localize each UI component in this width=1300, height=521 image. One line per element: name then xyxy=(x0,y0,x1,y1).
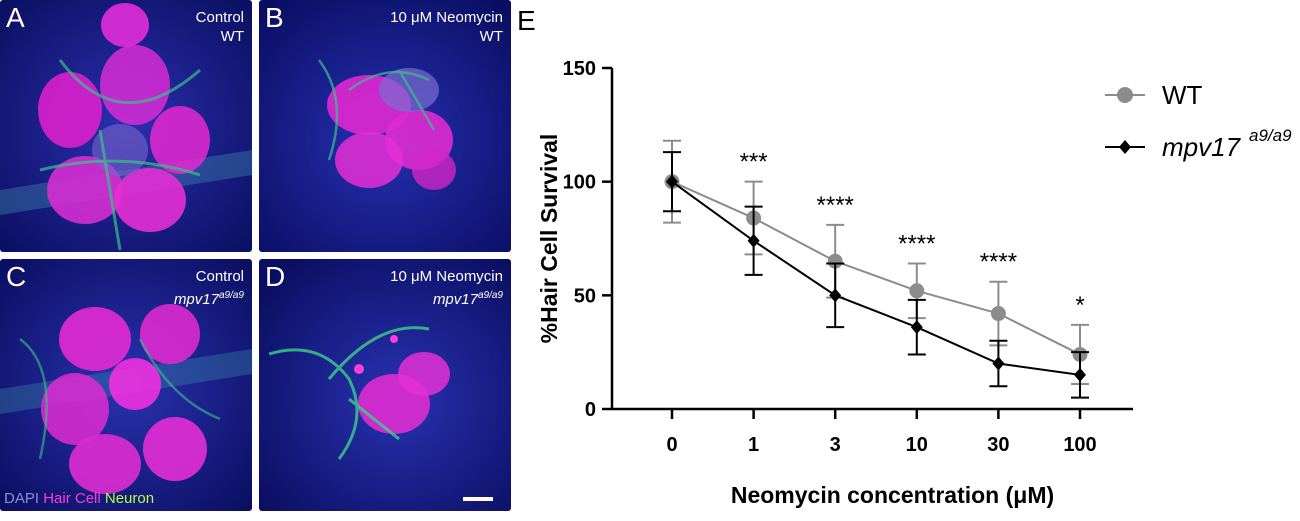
data-point-wt xyxy=(909,283,925,299)
scale-bar xyxy=(463,497,493,501)
x-tick-label: 30 xyxy=(987,434,1009,456)
micrograph-image-d xyxy=(259,259,511,511)
chart-panel-e: E 0 50 100 150 0 1 3 10 30 100 Neomycin concentrati… xyxy=(515,0,1300,516)
x-tick-label: 10 xyxy=(906,434,928,456)
panel-caption-d-line2-wrap: mpv17a9/a9 xyxy=(390,286,503,309)
panel-caption-a-line1: Control xyxy=(195,9,244,26)
panel-caption-d-line1: 10 μM Neomycin xyxy=(390,268,503,285)
panel-letter-a: A xyxy=(6,2,25,33)
panel-caption-c-line1: Control xyxy=(195,268,244,285)
panel-caption-b: 10 μM Neomycin WT xyxy=(390,8,503,46)
panel-caption-b-line2: WT xyxy=(479,28,503,45)
y-tick-label: 0 xyxy=(585,399,596,421)
data-point-wt xyxy=(990,306,1006,322)
significance-marker: **** xyxy=(817,192,854,219)
x-tick-label: 0 xyxy=(666,434,677,456)
data-point-mpv17 xyxy=(910,320,923,335)
legend-label-mpv17-sup: a9/a9 xyxy=(1249,126,1292,145)
panel-letter-d: D xyxy=(265,261,286,292)
y-axis-label: %Hair Cell Survival xyxy=(536,134,562,344)
micrograph-panel-c: C Control mpv17a9/a9 DAPI Hair Cell Neur… xyxy=(0,259,252,511)
panel-caption-c-sup: a9/a9 xyxy=(218,290,244,301)
panel-caption-b-line1: 10 μM Neomycin xyxy=(390,9,503,26)
panel-letter-b: B xyxy=(265,2,284,33)
significance-marker: * xyxy=(1075,292,1084,319)
legend-marker-mpv17 xyxy=(1119,140,1131,154)
significance-marker: **** xyxy=(898,231,935,258)
micrograph-panel-a: A Control WT xyxy=(0,0,252,252)
panel-caption-d-sup: a9/a9 xyxy=(477,290,503,301)
panel-caption-c: Control mpv17a9/a9 xyxy=(174,267,244,309)
legend-label-mpv17: mpv17 xyxy=(1162,132,1242,162)
x-tick-label: 3 xyxy=(830,434,841,456)
micrograph-panel-b: B 10 μM Neomycin WT xyxy=(259,0,511,252)
x-tick-label: 1 xyxy=(748,434,759,456)
y-tick-label: 100 xyxy=(563,172,596,194)
data-point-wt xyxy=(827,253,843,269)
micrograph-image-c xyxy=(0,259,252,511)
significance-marker: **** xyxy=(980,249,1017,276)
series-line-mpv17 xyxy=(671,180,1081,376)
y-tick-label: 50 xyxy=(574,285,596,307)
legend-label-wt: WT xyxy=(1162,80,1203,110)
panel-letter-e: E xyxy=(517,5,536,36)
stain-legend-neuron: Neuron xyxy=(104,490,155,507)
x-axis-label: Neomycin concentration (μM) xyxy=(731,482,1054,508)
panel-caption-c-line2: mpv17 xyxy=(173,291,219,308)
panel-letter-c: C xyxy=(6,261,27,292)
y-tick-label: 150 xyxy=(563,58,596,80)
panel-caption-c-line2-wrap: mpv17a9/a9 xyxy=(174,286,244,309)
micrograph-image-b xyxy=(259,0,511,252)
panel-caption-a: Control WT xyxy=(196,8,244,46)
panel-caption-d-line2: mpv17 xyxy=(432,291,478,308)
stain-legend: DAPI Hair Cell Neuron xyxy=(4,490,154,507)
data-point-mpv17 xyxy=(1074,367,1086,382)
survival-chart: E 0 50 100 150 0 1 3 10 30 100 Neomycin concentrati… xyxy=(517,5,1292,508)
data-point-mpv17 xyxy=(747,233,760,248)
series-line-wt xyxy=(671,180,1081,356)
micrograph-panel-d: D 10 μM Neomycin mpv17a9/a9 xyxy=(259,259,511,511)
data-point-mpv17 xyxy=(829,288,842,303)
x-tick-label: 100 xyxy=(1063,434,1096,456)
micrograph-image-a xyxy=(0,0,252,252)
legend-marker-wt xyxy=(1117,87,1133,103)
data-point-mpv17 xyxy=(666,174,678,189)
significance-marker: *** xyxy=(740,149,768,176)
stain-legend-dapi: DAPI xyxy=(4,490,40,507)
panel-caption-d: 10 μM Neomycin mpv17a9/a9 xyxy=(390,267,503,309)
panel-caption-a-line2: WT xyxy=(220,28,244,45)
stain-legend-hair-cell: Hair Cell xyxy=(43,490,101,507)
data-point-mpv17 xyxy=(992,356,1005,371)
